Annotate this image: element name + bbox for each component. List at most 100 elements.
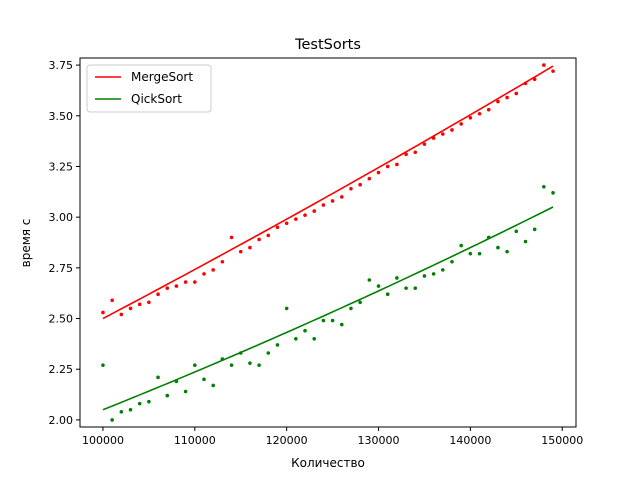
data-point-mergesort: [220, 259, 225, 264]
data-point-mergesort: [110, 298, 114, 303]
data-point-qicksort: [358, 300, 362, 305]
data-point-mergesort: [303, 213, 307, 217]
data-point-qicksort: [101, 363, 105, 367]
y-tick-label: 2.00: [49, 414, 74, 427]
y-tick-label: 2.75: [49, 262, 74, 275]
data-point-mergesort: [284, 221, 289, 226]
data-point-mergesort: [468, 116, 473, 120]
data-point-mergesort: [294, 217, 298, 221]
data-point-qicksort: [450, 259, 454, 264]
data-point-mergesort: [339, 195, 344, 199]
data-point-qicksort: [137, 401, 142, 406]
data-point-mergesort: [367, 176, 372, 181]
data-point-qicksort: [284, 306, 289, 311]
data-point-mergesort: [532, 77, 537, 82]
data-point-mergesort: [321, 203, 326, 207]
data-point-mergesort: [229, 235, 234, 240]
data-point-qicksort: [321, 318, 326, 323]
data-point-qicksort: [202, 377, 206, 382]
data-point-qicksort: [211, 383, 215, 388]
series-line-mergesort: [102, 65, 554, 320]
y-tick-label: 3.00: [49, 211, 74, 224]
data-point-mergesort: [165, 286, 170, 290]
data-point-qicksort: [551, 191, 555, 195]
data-point-qicksort: [385, 292, 390, 297]
x-tick-label: 150000: [541, 434, 583, 447]
series-line-qicksort: [102, 206, 554, 411]
data-point-mergesort: [431, 136, 436, 140]
plot-area: [101, 63, 555, 422]
legend: MergeSort QickSort: [86, 64, 212, 113]
y-tick-label: 3.25: [49, 160, 74, 173]
x-tick-label: 100000: [82, 434, 124, 447]
axes: 100000 110000 120000 130000 140000 150000 2.00…: [49, 57, 583, 447]
x-tick-label: 130000: [358, 434, 400, 447]
data-point-qicksort: [248, 361, 252, 365]
data-point-qicksort: [156, 375, 160, 380]
data-point-qicksort: [266, 351, 271, 355]
data-point-qicksort: [165, 393, 170, 398]
data-point-qicksort: [395, 276, 399, 280]
data-point-mergesort: [211, 268, 215, 272]
data-point-qicksort: [486, 235, 491, 240]
data-point-mergesort: [422, 142, 427, 146]
data-point-mergesort: [202, 272, 206, 276]
y-tick-label: 3.50: [49, 110, 74, 123]
data-point-qicksort: [303, 328, 307, 333]
data-point-qicksort: [477, 251, 482, 256]
data-point-mergesort: [183, 280, 188, 284]
data-point-mergesort: [505, 95, 509, 100]
data-point-qicksort: [431, 272, 436, 276]
data-point-qicksort: [376, 284, 381, 288]
data-point-mergesort: [349, 186, 353, 191]
data-point-qicksort: [523, 239, 528, 244]
data-point-mergesort: [174, 284, 179, 288]
data-point-mergesort: [248, 245, 252, 250]
data-point-qicksort: [330, 318, 335, 323]
chart-title: TestSorts: [294, 37, 361, 53]
x-tick-label: 120000: [266, 434, 308, 447]
legend-label-qicksort: QickSort: [131, 92, 182, 106]
data-point-mergesort: [459, 122, 463, 126]
data-point-qicksort: [119, 409, 124, 414]
data-point-mergesort: [376, 170, 381, 175]
data-point-mergesort: [266, 233, 271, 238]
data-point-qicksort: [422, 274, 427, 278]
data-point-qicksort: [238, 351, 243, 355]
data-point-mergesort: [156, 292, 160, 297]
data-point-qicksort: [532, 227, 537, 232]
data-point-qicksort: [441, 268, 445, 272]
data-point-mergesort: [523, 81, 528, 86]
data-point-mergesort: [128, 306, 133, 311]
data-point-mergesort: [542, 63, 546, 67]
data-point-qicksort: [257, 363, 261, 367]
data-point-qicksort: [229, 363, 234, 367]
data-point-qicksort: [183, 389, 188, 394]
data-point-qicksort: [193, 363, 197, 367]
data-point-qicksort: [468, 251, 473, 256]
data-point-qicksort: [275, 343, 280, 347]
x-axis-label: Количество: [291, 456, 365, 470]
data-point-qicksort: [312, 337, 317, 341]
data-point-qicksort: [294, 337, 298, 341]
data-point-mergesort: [413, 150, 418, 155]
x-tick-label: 110000: [174, 434, 216, 447]
data-point-mergesort: [385, 164, 390, 169]
data-point-mergesort: [358, 182, 362, 187]
data-point-qicksort: [349, 306, 353, 311]
data-point-qicksort: [110, 418, 114, 422]
data-point-qicksort: [147, 399, 151, 404]
data-point-qicksort: [128, 407, 133, 412]
data-point-qicksort: [542, 184, 546, 189]
data-point-mergesort: [395, 162, 399, 167]
legend-label-mergesort: MergeSort: [131, 70, 193, 84]
data-point-mergesort: [514, 91, 519, 96]
data-point-qicksort: [220, 357, 225, 361]
data-point-mergesort: [257, 237, 261, 242]
data-point-mergesort: [551, 69, 555, 73]
data-point-mergesort: [312, 209, 317, 213]
data-point-mergesort: [238, 249, 243, 254]
data-point-qicksort: [496, 245, 500, 250]
y-tick-label: 3.75: [49, 59, 74, 72]
